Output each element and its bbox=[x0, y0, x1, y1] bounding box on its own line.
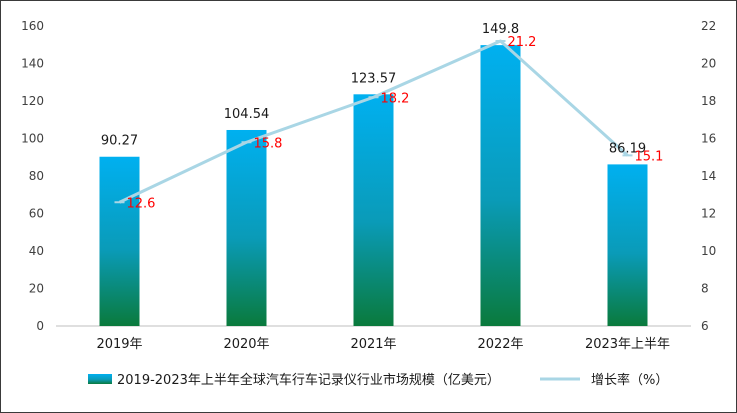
y-left-tick-label: 100 bbox=[21, 132, 44, 146]
bar-value-label: 104.54 bbox=[224, 107, 270, 122]
y-left-tick-label: 160 bbox=[21, 19, 44, 33]
y-left-tick-label: 40 bbox=[29, 244, 44, 258]
y-right-tick-label: 20 bbox=[701, 57, 716, 71]
y-right-tick-label: 6 bbox=[701, 319, 709, 333]
line-layer bbox=[114, 39, 633, 204]
bar-value-label: 86.19 bbox=[609, 141, 646, 156]
y-right-tick-label: 16 bbox=[701, 132, 716, 146]
y-left-tick-label: 80 bbox=[29, 169, 44, 183]
y-left-tick-label: 0 bbox=[36, 319, 44, 333]
bar bbox=[607, 164, 648, 326]
x-tick-label: 2020年 bbox=[223, 337, 269, 352]
bar bbox=[480, 45, 521, 326]
legend-bar-swatch bbox=[88, 374, 112, 384]
bar bbox=[353, 94, 394, 327]
y-right-tick-label: 12 bbox=[701, 207, 716, 221]
y-right-tick-label: 14 bbox=[701, 169, 716, 183]
growth-rate-label: 12.6 bbox=[127, 196, 156, 211]
y-right-tick-label: 18 bbox=[701, 94, 716, 108]
x-tick-label: 2022年 bbox=[477, 337, 523, 352]
legend-line-label: 增长率（%） bbox=[591, 372, 668, 388]
y-right-tick-label: 8 bbox=[701, 282, 709, 296]
bar-value-label: 123.57 bbox=[351, 71, 397, 86]
legend-bar-label: 2019-2023年上半年全球汽车行车记录仪行业市场规模（亿美元） bbox=[117, 372, 500, 388]
y-left-tick-label: 120 bbox=[21, 94, 44, 108]
y-left-tick-label: 140 bbox=[21, 57, 44, 71]
growth-rate-label: 21.2 bbox=[508, 35, 537, 50]
bar-value-label: 90.27 bbox=[101, 134, 138, 149]
y-right-tick-label: 10 bbox=[701, 244, 716, 258]
growth-rate-label: 15.1 bbox=[635, 149, 664, 164]
x-tick-label: 2019年 bbox=[96, 337, 142, 352]
labels-layer: 90.27 104.54 123.57 149.8 86.19 12.6 15.8 18.2 2… bbox=[101, 22, 664, 211]
bar-value-label: 149.8 bbox=[482, 22, 519, 37]
growth-rate-label: 15.8 bbox=[254, 136, 283, 151]
y-left-tick-label: 60 bbox=[29, 207, 44, 221]
legend: 2019-2023年上半年全球汽车行车记录仪行业市场规模（亿美元） 增长率（%） bbox=[88, 372, 668, 388]
bars-layer bbox=[99, 45, 648, 327]
x-tick-label: 2021年 bbox=[350, 337, 396, 352]
bar bbox=[99, 156, 140, 326]
bar bbox=[226, 129, 267, 326]
y-right-tick-label: 22 bbox=[701, 19, 716, 33]
growth-rate-label: 18.2 bbox=[381, 91, 410, 106]
y-left-tick-label: 20 bbox=[29, 282, 44, 296]
axes-layer: 0 20 40 60 80 100 120 140 160 6 8 10 12 14 16 18 20 22 201… bbox=[21, 19, 716, 352]
x-tick-label: 2023年上半年 bbox=[585, 337, 670, 352]
